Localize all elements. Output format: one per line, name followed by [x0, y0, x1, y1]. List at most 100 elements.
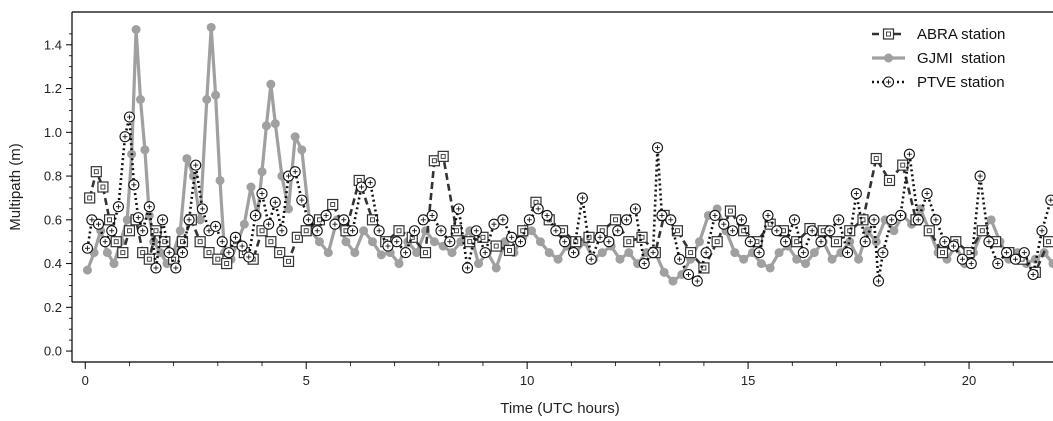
data-point — [419, 247, 432, 259]
data-point — [320, 209, 332, 221]
data-point — [559, 236, 571, 248]
data-point — [711, 236, 723, 248]
data-point — [341, 237, 351, 247]
data-point — [872, 275, 885, 287]
data-point — [603, 236, 615, 248]
data-point — [140, 145, 150, 155]
data-point — [97, 181, 109, 193]
data-point — [202, 95, 212, 104]
legend: ABRA station GJMI station PTVE station — [872, 26, 1005, 91]
data-point — [297, 145, 307, 155]
data-point — [82, 265, 92, 275]
data-point — [137, 247, 149, 259]
data-point — [249, 209, 261, 221]
data-point — [479, 247, 491, 259]
legend-label-ptve: PTVE station — [917, 74, 1005, 91]
data-point — [862, 226, 872, 236]
data-point — [915, 204, 925, 214]
data-point — [182, 154, 192, 164]
data-point — [355, 181, 367, 193]
data-point — [417, 214, 429, 226]
data-point — [302, 214, 314, 226]
data-point — [289, 166, 301, 178]
data-point — [815, 236, 827, 248]
data-point — [939, 236, 951, 248]
data-point — [682, 268, 694, 281]
data-point — [857, 214, 869, 226]
data-point — [327, 198, 339, 211]
data-point — [474, 259, 484, 269]
data-point — [744, 236, 756, 248]
data-point — [735, 214, 748, 226]
data-point — [163, 247, 175, 259]
data-point — [143, 253, 155, 265]
data-point — [532, 203, 544, 215]
data-point — [615, 254, 625, 264]
data-point — [155, 248, 165, 258]
data-point — [110, 236, 122, 248]
data-point — [123, 225, 136, 237]
data-point — [718, 218, 730, 230]
data-point — [965, 258, 977, 270]
data-point — [470, 225, 482, 237]
data-point — [376, 250, 386, 260]
x-tick-label: 5 — [303, 373, 310, 388]
data-point — [453, 203, 465, 215]
data-point — [738, 225, 750, 237]
data-point — [157, 214, 169, 226]
data-point — [674, 253, 686, 265]
data-point — [709, 209, 721, 221]
data-point — [753, 247, 765, 259]
data-point — [883, 174, 896, 187]
data-point — [691, 275, 703, 287]
data-point — [261, 121, 271, 131]
data-point — [143, 201, 155, 213]
y-tick-label: 0.4 — [44, 256, 62, 271]
series-2 — [81, 111, 1053, 287]
data-point — [296, 194, 308, 206]
data-point — [223, 247, 235, 259]
data-point — [314, 237, 324, 247]
data-point — [450, 225, 463, 237]
data-point — [668, 276, 678, 286]
data-point — [621, 214, 633, 226]
data-point — [854, 254, 864, 264]
data-point — [859, 236, 871, 248]
data-point — [150, 262, 162, 274]
data-point — [936, 247, 949, 259]
data-point — [194, 236, 206, 248]
data-point — [894, 209, 907, 221]
data-point — [359, 226, 369, 236]
data-point — [246, 182, 256, 192]
data-point — [311, 225, 323, 237]
data-point — [1001, 247, 1013, 259]
data-point — [329, 218, 341, 230]
data-point — [190, 159, 202, 171]
data-point — [809, 248, 819, 258]
data-point — [216, 236, 228, 248]
y-tick-label: 1.4 — [44, 37, 62, 52]
data-point — [176, 247, 189, 259]
data-point — [196, 203, 208, 215]
y-tick-label: 0.2 — [44, 300, 62, 315]
data-point — [437, 150, 449, 162]
data-point — [291, 231, 303, 243]
x-tick-label: 20 — [962, 373, 976, 388]
data-point — [739, 254, 749, 264]
data-point — [263, 218, 275, 230]
y-tick-label: 0.6 — [44, 212, 62, 227]
legend-entry-ptve: PTVE station — [872, 74, 1005, 91]
data-point — [123, 111, 135, 123]
data-point — [412, 248, 422, 258]
data-point — [897, 159, 909, 171]
data-point — [756, 259, 766, 269]
data-point — [229, 231, 242, 243]
x-axis-title: Time (UTC hours) — [500, 400, 619, 417]
data-point — [444, 236, 456, 248]
data-point — [170, 262, 182, 274]
data-point — [850, 188, 862, 200]
data-point — [636, 231, 648, 243]
legend-marker — [882, 76, 895, 88]
data-point — [435, 225, 447, 237]
data-point — [300, 225, 312, 237]
